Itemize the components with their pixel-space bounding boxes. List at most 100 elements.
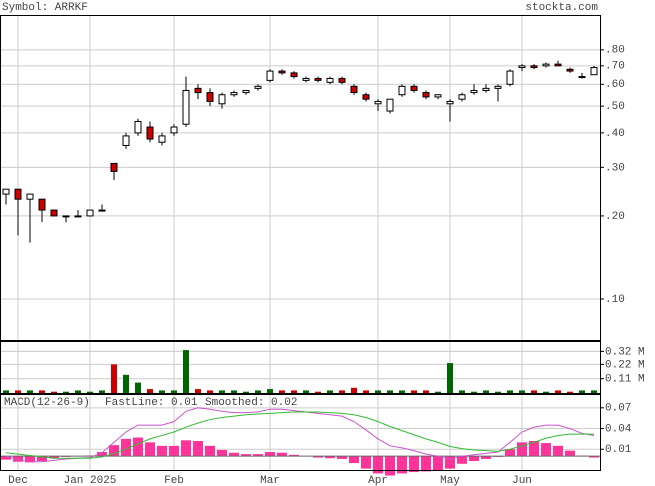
candle-body bbox=[170, 126, 178, 134]
histogram-bar bbox=[133, 437, 143, 457]
histogram-bar bbox=[553, 445, 563, 457]
x-tick-label: Jun bbox=[512, 475, 532, 486]
histogram-bar bbox=[109, 445, 119, 457]
volume-bar bbox=[39, 390, 45, 393]
candle-body bbox=[242, 89, 250, 94]
volume-bar bbox=[411, 390, 417, 393]
volume-bar bbox=[111, 364, 117, 393]
candle-body bbox=[38, 198, 46, 211]
volume-bar bbox=[531, 390, 537, 393]
y-tick-label: 0.07 bbox=[605, 403, 631, 415]
candle-body bbox=[266, 70, 274, 81]
y-tick-label: .20 bbox=[605, 211, 625, 223]
candle-body bbox=[350, 85, 358, 94]
volume-bar bbox=[123, 374, 129, 393]
histogram-bar bbox=[217, 449, 227, 457]
volume-bar bbox=[99, 390, 105, 393]
y-tick-label: 0.04 bbox=[605, 423, 632, 435]
histogram-bar bbox=[25, 456, 35, 463]
histogram-bar bbox=[445, 456, 455, 469]
volume-bar bbox=[159, 390, 165, 393]
volume-bar bbox=[471, 391, 477, 393]
histogram-bar bbox=[385, 456, 395, 476]
y-tick-label: .40 bbox=[605, 128, 625, 140]
candle-body bbox=[470, 89, 478, 94]
candle-body bbox=[398, 85, 406, 96]
histogram-bar bbox=[13, 456, 23, 462]
volume-bar bbox=[495, 391, 501, 393]
volume-bar bbox=[15, 390, 21, 393]
volume-bar bbox=[387, 390, 393, 393]
y-tick-label: .50 bbox=[605, 101, 625, 113]
candle-body bbox=[182, 89, 190, 125]
candle-body bbox=[2, 188, 10, 195]
histogram-bar bbox=[565, 450, 575, 457]
volume-bar bbox=[63, 391, 69, 393]
volume-bar bbox=[243, 391, 249, 393]
candle-body bbox=[506, 70, 514, 85]
histogram-bar bbox=[157, 445, 167, 457]
histogram-bar bbox=[121, 438, 131, 457]
histogram-bar bbox=[277, 452, 287, 457]
volume-bar bbox=[327, 390, 333, 393]
volume-bar bbox=[555, 390, 561, 393]
volume-bar bbox=[231, 390, 237, 393]
macd-title: MACD(12-26-9) bbox=[4, 397, 90, 409]
volume-bar bbox=[459, 390, 465, 393]
x-tick-label: Feb bbox=[164, 475, 184, 486]
volume-bar bbox=[567, 391, 573, 393]
candle-body bbox=[74, 215, 82, 218]
volume-bar bbox=[135, 382, 141, 393]
histogram-bar bbox=[469, 456, 479, 462]
histogram-bar bbox=[505, 449, 515, 457]
y-tick-label: .10 bbox=[605, 294, 625, 306]
legend-entry: Smoothed: 0.02 bbox=[205, 397, 297, 409]
histogram-bar bbox=[517, 442, 527, 457]
volume-bar bbox=[75, 390, 81, 393]
candle-body bbox=[50, 209, 58, 217]
y-tick-label: 0.32 M bbox=[605, 346, 645, 358]
candle-body bbox=[122, 135, 130, 147]
candle-body bbox=[362, 94, 370, 100]
volume-bar bbox=[315, 391, 321, 393]
candle-body bbox=[530, 65, 538, 69]
histogram-bar bbox=[409, 456, 419, 473]
volume-bar bbox=[147, 389, 153, 393]
histogram-bar bbox=[361, 456, 371, 469]
histogram-bar bbox=[37, 456, 47, 462]
histogram-bar bbox=[241, 454, 251, 457]
candle-body bbox=[26, 193, 34, 200]
candle-body bbox=[590, 67, 598, 76]
volume-bar bbox=[375, 390, 381, 393]
volume-bar bbox=[435, 391, 441, 393]
volume-bar bbox=[171, 390, 177, 393]
histogram-bar bbox=[169, 445, 179, 457]
volume-bar bbox=[351, 387, 357, 393]
volume-bar bbox=[279, 390, 285, 393]
volume-bar bbox=[423, 390, 429, 393]
histogram-bar bbox=[313, 456, 323, 458]
y-tick-label: 0.01 bbox=[605, 444, 632, 456]
volume-bar bbox=[291, 390, 297, 393]
volume-bar bbox=[255, 390, 261, 393]
candle-body bbox=[194, 87, 202, 94]
histogram-bar bbox=[373, 456, 383, 474]
candle-body bbox=[494, 85, 502, 89]
histogram-bar bbox=[49, 456, 59, 459]
y-tick-label: .30 bbox=[605, 162, 625, 174]
histogram-bar bbox=[181, 440, 191, 457]
volume-bar bbox=[591, 390, 597, 393]
histogram-bar bbox=[193, 440, 203, 457]
candle-body bbox=[434, 94, 442, 98]
histogram-bar bbox=[589, 456, 599, 458]
histogram-bar bbox=[433, 456, 443, 470]
candle-body bbox=[374, 100, 382, 105]
y-tick-label: .70 bbox=[605, 61, 625, 73]
candle-body bbox=[314, 77, 322, 81]
volume-bar bbox=[207, 390, 213, 393]
volume-bar bbox=[3, 390, 9, 393]
y-tick-label: 0.22 M bbox=[605, 359, 645, 371]
volume-bar bbox=[267, 389, 273, 393]
